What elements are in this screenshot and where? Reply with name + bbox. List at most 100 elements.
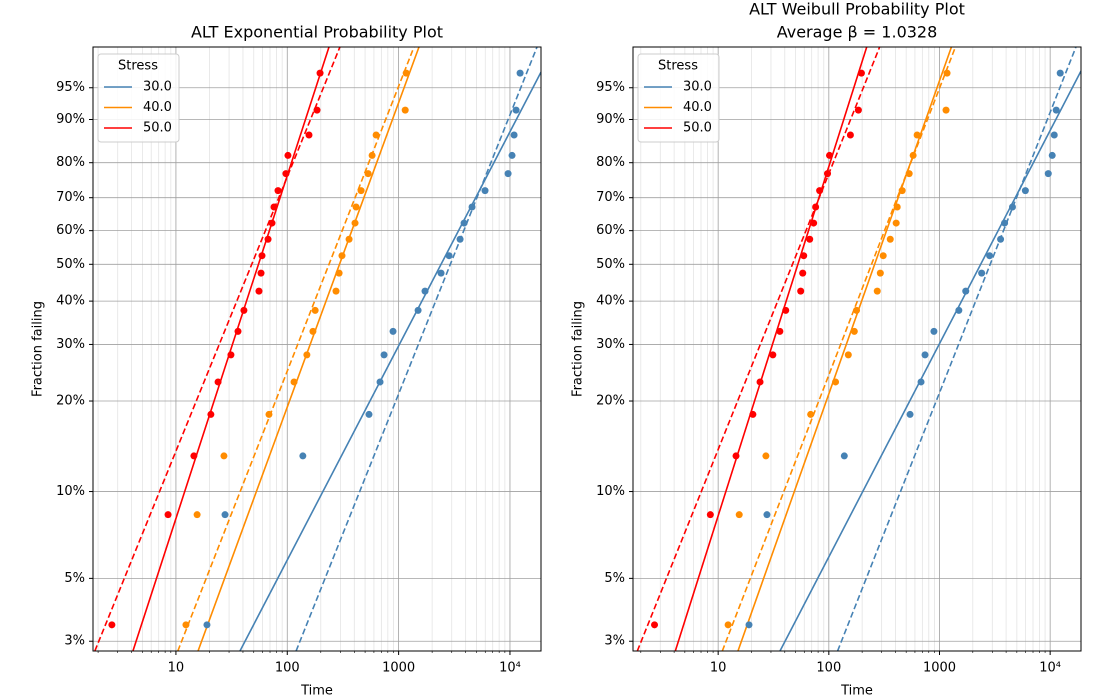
data-point: [445, 252, 453, 260]
data-point: [240, 306, 248, 314]
data-point: [345, 235, 353, 243]
data-point: [376, 378, 384, 386]
y-tick-label: 95%: [596, 80, 625, 95]
data-point: [853, 306, 861, 314]
data-point: [221, 511, 229, 519]
data-point: [1052, 106, 1060, 114]
data-point: [832, 378, 840, 386]
data-point: [810, 219, 818, 227]
chart-title: ALT Exponential Probability Plot: [191, 23, 443, 42]
data-point: [268, 219, 276, 227]
data-point: [997, 235, 1005, 243]
data-point: [257, 269, 265, 277]
data-point: [724, 621, 732, 629]
y-tick-label: 70%: [56, 190, 85, 205]
data-point: [824, 170, 832, 178]
data-point: [1048, 151, 1056, 159]
plot: 10 100 1000 10⁴ 3% 5% 10% 20% 30% 40% 50% 60% 70% 80%…: [571, 0, 1082, 699]
fit-line: [197, 47, 420, 651]
fit-lines: [94, 47, 541, 651]
data-point: [504, 170, 512, 178]
fit-lines: [636, 47, 1081, 651]
y-axis-label: Fraction failing: [571, 301, 586, 397]
data-point: [389, 327, 397, 335]
data-point: [745, 621, 753, 629]
data-point: [313, 106, 321, 114]
data-point: [769, 351, 777, 359]
data-point: [913, 131, 921, 139]
data-point: [352, 203, 360, 211]
fit-line: [674, 47, 868, 651]
legend-label: 30.0: [143, 80, 172, 95]
data-point: [706, 511, 714, 519]
data-point: [749, 410, 757, 418]
data-point: [917, 378, 925, 386]
x-axis-label: Time: [840, 684, 873, 699]
data-point: [978, 269, 986, 277]
plot: 10 100 1000 10⁴ 3% 5% 10% 20% 30% 40% 50% 60% 70% 80%…: [31, 23, 542, 699]
data-point: [850, 327, 858, 335]
y-tick-label: 3%: [64, 634, 85, 649]
axes-frame: [92, 46, 542, 652]
data-point: [962, 287, 970, 295]
data-point: [799, 269, 807, 277]
fit-line-dashed: [721, 47, 957, 651]
data-point: [776, 327, 784, 335]
data-point: [299, 452, 307, 460]
points: [108, 69, 524, 629]
x-tick-label: 10: [710, 661, 727, 676]
data-point: [309, 327, 317, 335]
data-point: [357, 187, 365, 195]
fit-line-dashed: [295, 47, 538, 651]
data-point: [763, 511, 771, 519]
y-tick-label: 3%: [604, 634, 625, 649]
y-tick-label: 40%: [596, 294, 625, 309]
x-tick-label: 10⁴: [1039, 661, 1061, 676]
fit-line-dashed: [836, 47, 1077, 651]
data-point: [986, 252, 994, 260]
data-point: [305, 131, 313, 139]
data-point: [258, 252, 266, 260]
data-point: [414, 306, 422, 314]
y-tick-label: 80%: [596, 155, 625, 170]
data-point: [892, 219, 900, 227]
chart-subtitle: Average β = 1.0328: [777, 23, 938, 42]
y-axis-label: Fraction failing: [31, 301, 46, 397]
data-point: [437, 269, 445, 277]
data-point: [108, 621, 116, 629]
x-tick-label: 10: [168, 661, 185, 676]
legend-label: 40.0: [143, 100, 172, 115]
data-point: [193, 511, 201, 519]
data-point: [365, 410, 373, 418]
fit-line: [779, 70, 1081, 651]
data-point: [264, 235, 272, 243]
data-point: [735, 511, 743, 519]
data-point: [508, 151, 516, 159]
data-point: [311, 306, 319, 314]
y-tick-label: 70%: [596, 190, 625, 205]
y-tick-label: 40%: [56, 294, 85, 309]
legend: Stress 30.0 40.0 50.0: [637, 53, 720, 143]
data-point: [898, 187, 906, 195]
data-point: [812, 203, 820, 211]
legend-box: [97, 53, 180, 143]
data-point: [460, 219, 468, 227]
data-point: [255, 287, 263, 295]
y-tick-label: 30%: [56, 337, 85, 352]
data-point: [372, 131, 380, 139]
data-point: [270, 203, 278, 211]
data-point: [1056, 69, 1064, 77]
data-point: [876, 269, 884, 277]
data-point: [846, 131, 854, 139]
data-point: [651, 621, 659, 629]
data-point: [857, 69, 865, 77]
data-point: [816, 187, 824, 195]
data-point: [893, 203, 901, 211]
data-point: [368, 151, 376, 159]
y-tick-label: 90%: [596, 112, 625, 127]
fit-line: [132, 47, 330, 651]
data-point: [234, 327, 242, 335]
data-point: [921, 351, 929, 359]
x-tick-label: 1000: [923, 661, 956, 676]
